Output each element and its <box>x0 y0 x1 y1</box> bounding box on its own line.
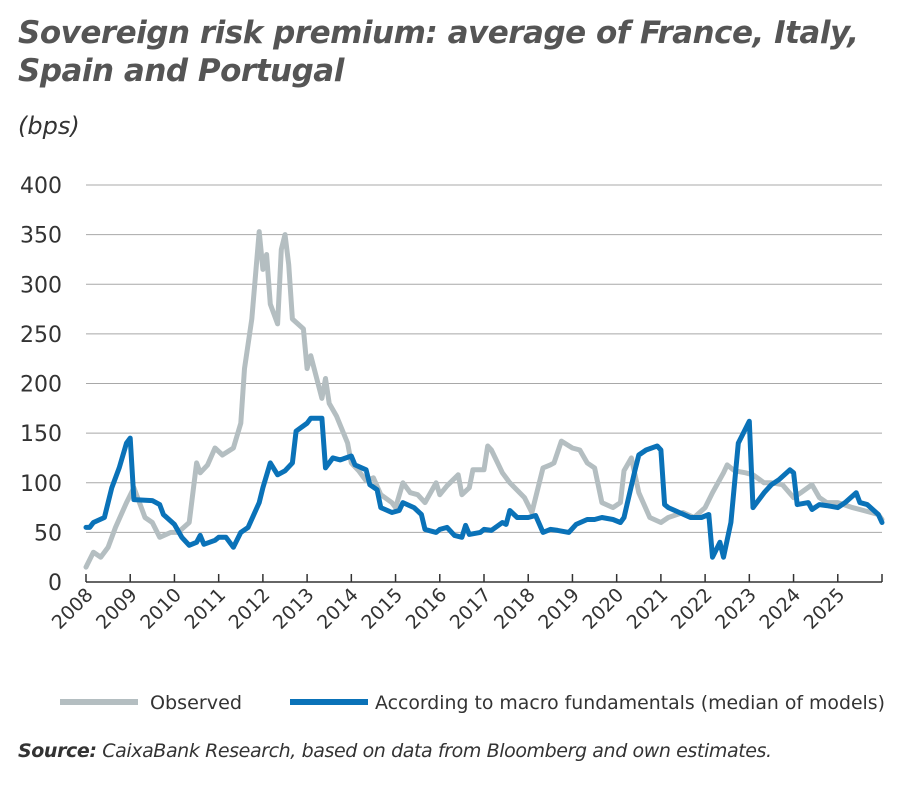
line-chart: 0501001502002503003504002008200920102011… <box>20 174 885 714</box>
y-tick-label: 150 <box>20 422 62 447</box>
x-tick-label: 2010 <box>136 584 186 634</box>
x-tick-label: 2025 <box>800 584 850 634</box>
x-tick-label: 2015 <box>357 584 407 634</box>
y-tick-label: 50 <box>34 521 62 546</box>
x-tick-label: 2022 <box>667 584 717 634</box>
x-tick-label: 2012 <box>225 584 275 634</box>
x-tick-label: 2021 <box>623 584 673 634</box>
chart-title: Sovereign risk premium: average of Franc… <box>18 15 859 89</box>
y-axis-unit: (bps) <box>18 112 80 140</box>
legend-label: Observed <box>150 692 242 714</box>
y-tick-label: 300 <box>20 273 62 298</box>
x-tick-label: 2016 <box>402 584 452 634</box>
y-tick-label: 0 <box>48 571 62 596</box>
source-label: Source: <box>18 740 97 762</box>
y-tick-label: 350 <box>20 224 62 249</box>
y-tick-label: 400 <box>20 174 62 199</box>
legend-label: According to macro fundamentals (median … <box>375 692 885 714</box>
x-tick-label: 2019 <box>534 584 584 634</box>
x-tick-label: 2023 <box>711 584 761 634</box>
x-tick-label: 2009 <box>92 584 142 634</box>
y-tick-label: 100 <box>20 472 62 497</box>
x-tick-label: 2013 <box>269 584 319 634</box>
y-tick-label: 250 <box>20 323 62 348</box>
x-tick-label: 2011 <box>180 584 230 634</box>
source-text: CaixaBank Research, based on data from B… <box>96 740 772 762</box>
source-note: Source: CaixaBank Research, based on dat… <box>18 740 772 762</box>
series-line-fundamentals <box>83 415 885 560</box>
x-tick-label: 2024 <box>755 584 805 634</box>
x-tick-label: 2018 <box>490 584 540 634</box>
x-tick-label: 2017 <box>446 584 496 634</box>
y-tick-label: 200 <box>20 373 62 398</box>
series-line-observed <box>83 229 885 570</box>
x-tick-label: 2020 <box>578 584 628 634</box>
x-tick-label: 2014 <box>313 584 363 634</box>
